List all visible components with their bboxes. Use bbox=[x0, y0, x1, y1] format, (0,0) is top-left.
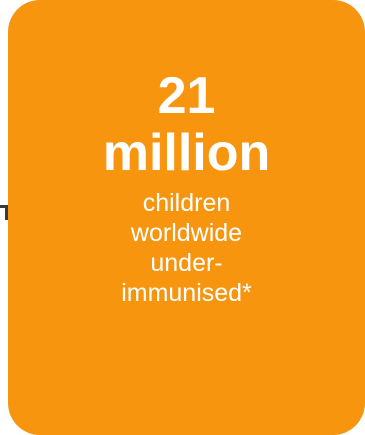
connector-stub bbox=[5, 205, 8, 220]
stat-description-line: immunised* bbox=[121, 279, 252, 307]
stat-unit: million bbox=[102, 124, 271, 182]
stat-description-line: under- bbox=[150, 249, 223, 277]
stat-description-line: children bbox=[142, 189, 231, 217]
stat-description-line: worldwide bbox=[130, 219, 243, 247]
connector-line bbox=[0, 205, 8, 208]
stat-description: children worldwide under- immunised* bbox=[67, 188, 307, 308]
stat-card: 21 million children worldwide under- imm… bbox=[8, 0, 365, 435]
stat-number: 21 bbox=[157, 67, 216, 125]
